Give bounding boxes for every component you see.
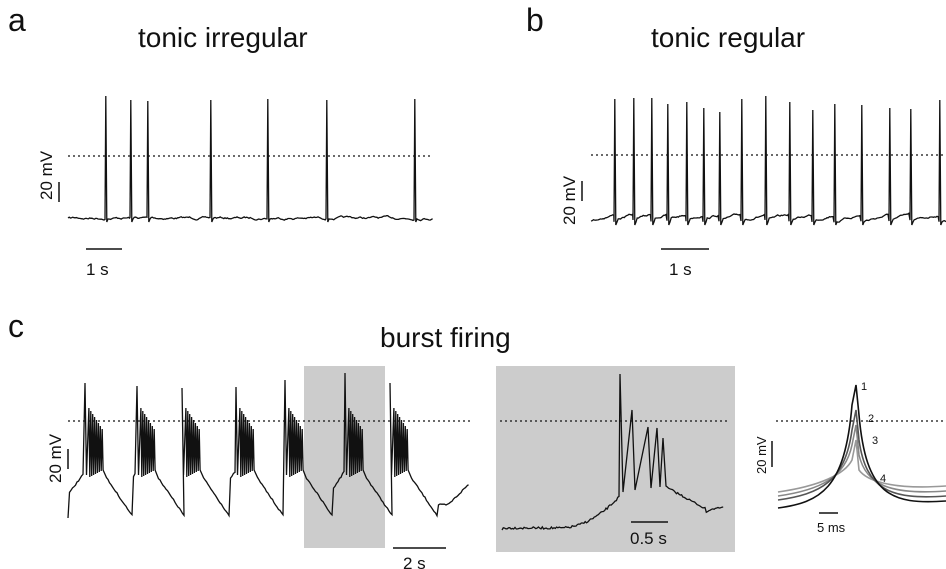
overlay-trace-2 [777, 409, 946, 501]
trace-burst-firing [67, 372, 469, 519]
time-scale-label-a: 1 s [86, 260, 109, 279]
trace-tonic-irregular [67, 95, 433, 223]
panel-letter-c: c [8, 308, 24, 344]
time-scale-label-b: 1 s [669, 260, 692, 279]
overlay-trace-1 [777, 384, 946, 509]
panel-title-a: tonic irregular [138, 22, 308, 53]
panel-letter-a: a [8, 2, 26, 38]
voltage-scale-label-c: 20 mV [46, 433, 65, 483]
overlay-trace-4 [777, 439, 946, 493]
panel-title-b: tonic regular [651, 22, 806, 53]
trace-tonic-regular [590, 95, 946, 226]
trace-burst-zoom [501, 373, 724, 531]
time-scale-label-zoom: 0.5 s [630, 529, 667, 548]
panel-letter-b: b [526, 2, 544, 38]
voltage-scale-label-b: 20 mV [560, 175, 579, 225]
spike-label-1: 1 [861, 381, 867, 393]
voltage-scale-label-a: 20 mV [37, 150, 56, 200]
voltage-scale-label-overlay: 20 mV [754, 436, 769, 474]
spike-label-2: 2 [868, 413, 874, 425]
time-scale-label-c: 2 s [403, 554, 426, 569]
spike-label-3: 3 [872, 435, 878, 447]
panel-title-c: burst firing [380, 322, 511, 353]
zoom-panel-background [496, 366, 735, 552]
time-scale-label-overlay: 5 ms [817, 520, 846, 535]
spike-label-4: 4 [880, 473, 886, 485]
overlay-trace-3 [777, 424, 946, 497]
